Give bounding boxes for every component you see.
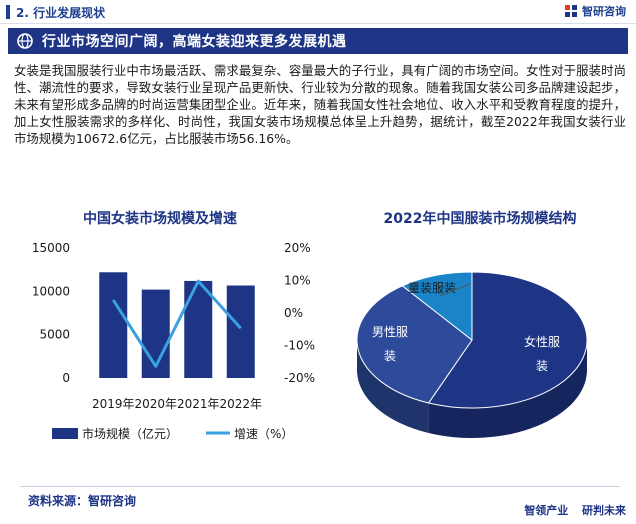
x-category-label: 2021年 — [177, 397, 220, 411]
brand-name: 智研咨询 — [582, 5, 626, 18]
x-category-label: 2020年 — [134, 397, 177, 411]
banner: 行业市场空间广阔，高端女装迎来更多发展机遇 — [8, 28, 628, 54]
intro-paragraph: 女装是我国服装行业中市场最活跃、需求最复杂、容量最大的子行业，具有广阔的市场空间… — [14, 63, 626, 146]
pie-leader-line — [439, 283, 471, 297]
brand-logo-icon — [565, 5, 577, 17]
banner-globe-icon — [17, 33, 33, 49]
y-right-tick-label: -20% — [284, 371, 315, 385]
y-right-tick-label: 0% — [284, 306, 303, 320]
bar-market-size — [184, 280, 213, 378]
section-marker — [6, 5, 10, 19]
slogan-b: 研判未来 — [582, 504, 626, 517]
pie-slice-label: 童装服装 — [408, 280, 456, 295]
legend-label-bar: 市场规模（亿元） — [82, 426, 178, 441]
pie-slice-label: 男性服 — [372, 325, 408, 339]
pie-slice — [356, 285, 473, 404]
legend-swatch-bar — [52, 428, 78, 439]
y-right-tick-label: 20% — [284, 241, 311, 255]
y-left-tick-label: 5000 — [39, 328, 70, 342]
top-rule — [0, 23, 636, 24]
brand: 智研咨询 — [564, 3, 626, 19]
y-left-tick-label: 15000 — [32, 241, 70, 255]
pie-slice — [401, 271, 473, 342]
y-right-tick-label: 10% — [284, 274, 311, 288]
y-right-tick-label: -10% — [284, 339, 315, 353]
bar-chart-title: 中国女装市场规模及增速 — [83, 211, 237, 227]
pie-slice-label: 女性服 — [524, 334, 560, 349]
pie-slice — [427, 271, 588, 409]
slogan-a: 智领产业 — [524, 504, 569, 517]
footer-rule — [20, 486, 620, 487]
source-note: 资料来源：智研咨询 — [28, 494, 137, 508]
y-left-tick-label: 10000 — [32, 284, 70, 298]
pie-slice-side — [357, 340, 429, 433]
y-left-tick-label: 0 — [62, 371, 70, 385]
pie-slice-side — [428, 340, 587, 438]
footer-slogan: 智领产业 研判未来 — [524, 502, 626, 518]
banner-title: 行业市场空间广阔，高端女装迎来更多发展机遇 — [42, 34, 347, 50]
section-title: 2. 行业发展现状 — [16, 5, 106, 20]
bar-market-size — [226, 285, 255, 378]
pie-chart-title: 2022年中国服装市场规模结构 — [383, 211, 577, 227]
x-category-label: 2022年 — [219, 397, 262, 411]
legend-label-line: 增速（%） — [234, 427, 293, 441]
pie-slice-label: 装 — [384, 349, 396, 363]
bar-market-size — [99, 272, 128, 378]
x-category-label: 2019年 — [92, 397, 135, 411]
pie-slice-label: 装 — [536, 359, 548, 373]
top-bar: 2. 行业发展现状 — [0, 0, 636, 24]
growth-rate-line — [111, 279, 242, 368]
